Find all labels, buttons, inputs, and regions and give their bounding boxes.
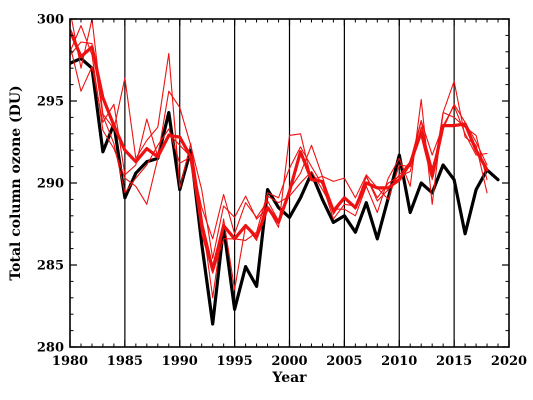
- vertical-gridlines: [124, 19, 455, 347]
- x-tick-label-1980: 1980: [52, 354, 88, 369]
- x-tick-label-1995: 1995: [217, 354, 253, 369]
- y-tick-label-295: 295: [37, 95, 64, 110]
- y-axis-title: Total column ozone (DU): [8, 85, 24, 280]
- series-line-1: [70, 56, 500, 326]
- x-axis-title: Year: [271, 370, 307, 386]
- y-tick-label-290: 290: [37, 177, 64, 192]
- y-tick-label-300: 300: [37, 13, 64, 28]
- x-tick-label-2000: 2000: [271, 354, 307, 369]
- series-line-6: [70, 28, 489, 272]
- x-tick-label-1985: 1985: [107, 354, 143, 369]
- x-tick-label-2010: 2010: [381, 354, 417, 369]
- x-tick-label-2020: 2020: [491, 354, 527, 369]
- series-lines: [70, 19, 500, 326]
- y-tick-label-285: 285: [37, 259, 64, 274]
- x-tick-label-2015: 2015: [436, 354, 472, 369]
- axis-ticks: 1980 1985 1990 1995 2000 2005 2010 2015 2020 280 2…: [37, 13, 527, 370]
- x-tick-label-1990: 1990: [162, 354, 198, 369]
- series-line-2: [71, 19, 488, 299]
- x-tick-label-2005: 2005: [326, 354, 362, 369]
- y-tick-label-280: 280: [37, 341, 64, 356]
